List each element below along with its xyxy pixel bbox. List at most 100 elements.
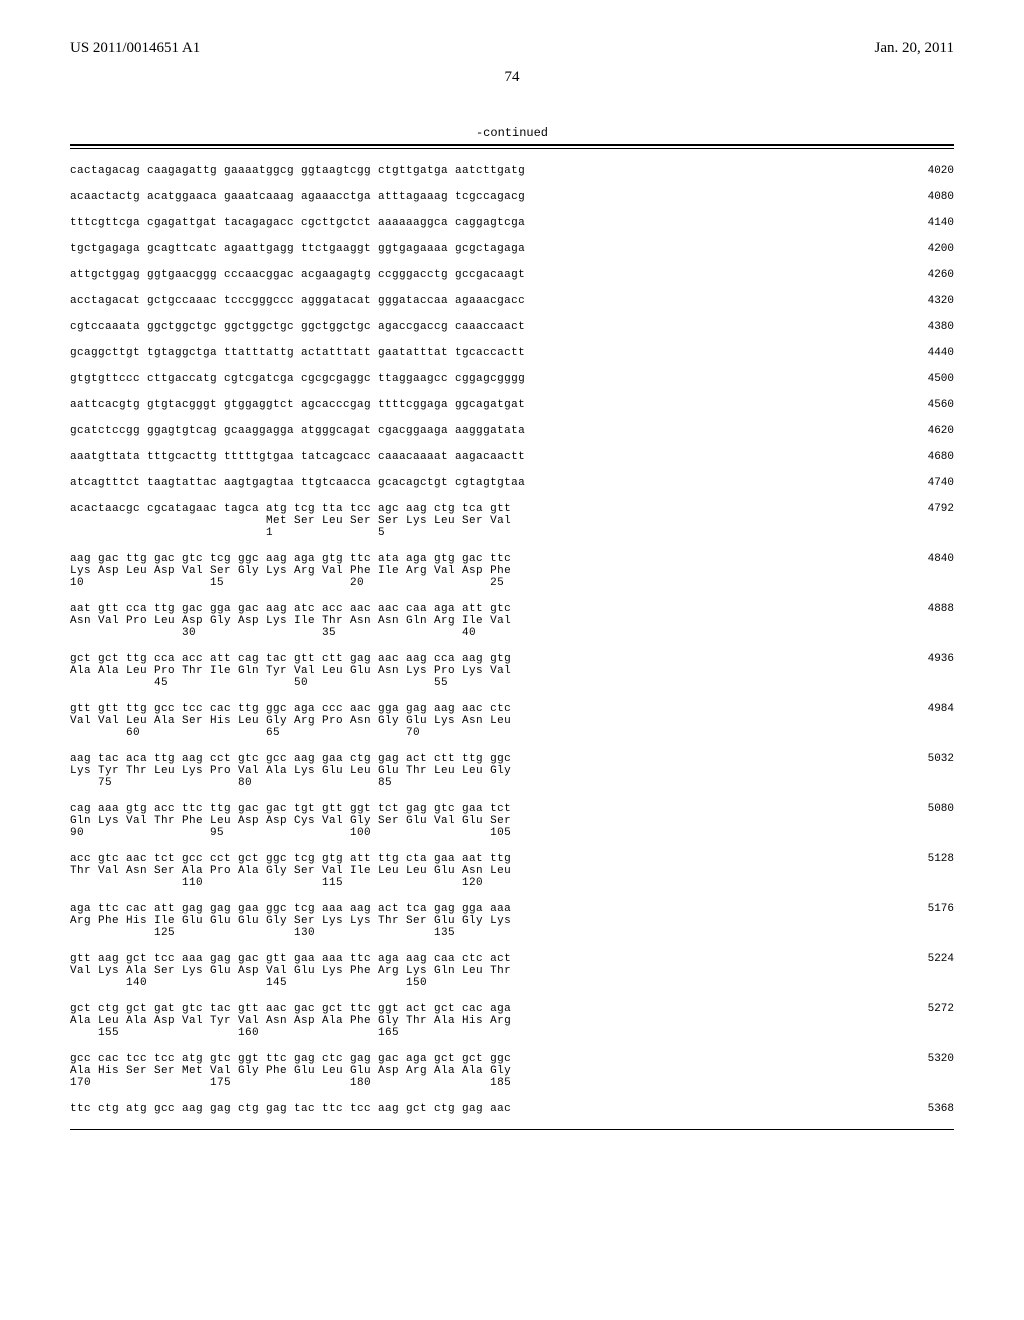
codon-line: acc gtc aac tct gcc cct gct ggc tcg gtg … xyxy=(70,853,511,865)
sequence-position: 4380 xyxy=(904,321,954,333)
sequence-annotated-block: aga ttc cac att gag gag gaa ggc tcg aaa … xyxy=(70,903,954,939)
sequence-text: gcaggcttgt tgtaggctga ttatttattg actattt… xyxy=(70,347,525,359)
continued-label: -continued xyxy=(70,126,954,140)
sequence-text: attgctggag ggtgaacggg cccaacggac acgaaga… xyxy=(70,269,525,281)
sequence-position: 4200 xyxy=(904,243,954,255)
sequence-annotated-block: cag aaa gtg acc ttc ttg gac gac tgt gtt … xyxy=(70,803,954,839)
sequence-row: acaactactg acatggaaca gaaatcaaag agaaacc… xyxy=(70,191,954,203)
codon-line: aga ttc cac att gag gag gaa ggc tcg aaa … xyxy=(70,903,511,915)
page-header: US 2011/0014651 A1 Jan. 20, 2011 xyxy=(70,40,954,57)
rule-thin xyxy=(70,148,954,149)
codon-line: aag tac aca ttg aag cct gtc gcc aag gaa … xyxy=(70,753,511,765)
amino-acid-line: Lys Asp Leu Asp Val Ser Gly Lys Arg Val … xyxy=(70,565,511,577)
sequence-position: 5368 xyxy=(904,1103,954,1115)
codon-line: gtt aag gct tcc aaa gag gac gtt gaa aaa … xyxy=(70,953,511,965)
amino-acid-line: Ala Leu Ala Asp Val Tyr Val Asn Asp Ala … xyxy=(70,1015,511,1027)
sequence-text: cactagacag caagagattg gaaaatggcg ggtaagt… xyxy=(70,165,525,177)
sequence-text: gtgtgttccc cttgaccatg cgtcgatcga cgcgcga… xyxy=(70,373,525,385)
codon-line: gcc cac tcc tcc atg gtc ggt ttc gag ctc … xyxy=(70,1053,511,1065)
sequence-text: aattcacgtg gtgtacgggt gtggaggtct agcaccc… xyxy=(70,399,525,411)
sequence-row: gcaggcttgt tgtaggctga ttatttattg actattt… xyxy=(70,347,954,359)
sequence-position: 5128 xyxy=(904,853,954,865)
sequence-simple-rows: cactagacag caagagattg gaaaatggcg ggtaagt… xyxy=(70,165,954,489)
sequence-annotated-block: gct gct ttg cca acc att cag tac gtt ctt … xyxy=(70,653,954,689)
sequence-position: 4680 xyxy=(904,451,954,463)
codon-line: gtt gtt ttg gcc tcc cac ttg ggc aga ccc … xyxy=(70,703,511,715)
sequence-row: gtgtgttccc cttgaccatg cgtcgatcga cgcgcga… xyxy=(70,373,954,385)
page-number: 74 xyxy=(70,69,954,86)
sequence-row: aaatgttata tttgcacttg tttttgtgaa tatcagc… xyxy=(70,451,954,463)
sequence-row: acctagacat gctgccaaac tcccgggccc agggata… xyxy=(70,295,954,307)
sequence-annotated-block: acc gtc aac tct gcc cct gct ggc tcg gtg … xyxy=(70,853,954,889)
sequence-row: aattcacgtg gtgtacgggt gtggaggtct agcaccc… xyxy=(70,399,954,411)
codon-line: cag aaa gtg acc ttc ttg gac gac tgt gtt … xyxy=(70,803,511,815)
sequence-row-last: ttc ctg atg gcc aag gag ctg gag tac ttc … xyxy=(70,1103,954,1115)
sequence-position: 4080 xyxy=(904,191,954,203)
sequence-position: 4500 xyxy=(904,373,954,385)
residue-number-line: 75 80 85 xyxy=(70,777,392,789)
sequence-annotated-block: acactaacgc cgcatagaac tagca atg tcg tta … xyxy=(70,503,954,539)
sequence-position: 4260 xyxy=(904,269,954,281)
sequence-position: 4888 xyxy=(904,603,954,615)
sequence-position: 5224 xyxy=(904,953,954,965)
sequence-annotated-block: aat gtt cca ttg gac gga gac aag atc acc … xyxy=(70,603,954,639)
publication-date: Jan. 20, 2011 xyxy=(875,40,954,57)
codon-line: gct ctg gct gat gtc tac gtt aac gac gct … xyxy=(70,1003,511,1015)
sequence-text: atcagtttct taagtattac aagtgagtaa ttgtcaa… xyxy=(70,477,525,489)
sequence-text: aaatgttata tttgcacttg tttttgtgaa tatcagc… xyxy=(70,451,525,463)
sequence-position: 4440 xyxy=(904,347,954,359)
sequence-position: 4020 xyxy=(904,165,954,177)
sequence-text: ttc ctg atg gcc aag gag ctg gag tac ttc … xyxy=(70,1103,511,1115)
sequence-row: atcagtttct taagtattac aagtgagtaa ttgtcaa… xyxy=(70,477,954,489)
amino-acid-line: Ala His Ser Ser Met Val Gly Phe Glu Leu … xyxy=(70,1065,511,1077)
residue-number-line: 155 160 165 xyxy=(70,1027,399,1039)
sequence-position: 4620 xyxy=(904,425,954,437)
rule-top xyxy=(70,144,954,146)
codon-line: gct gct ttg cca acc att cag tac gtt ctt … xyxy=(70,653,511,665)
residue-number-line: 30 35 40 xyxy=(70,627,476,639)
sequence-text: tttcgttcga cgagattgat tacagagacc cgcttgc… xyxy=(70,217,525,229)
sequence-row: tttcgttcga cgagattgat tacagagacc cgcttgc… xyxy=(70,217,954,229)
amino-acid-line: Arg Phe His Ile Glu Glu Glu Gly Ser Lys … xyxy=(70,915,511,927)
sequence-text: tgctgagaga gcagttcatc agaattgagg ttctgaa… xyxy=(70,243,525,255)
sequence-annotated-block: gct ctg gct gat gtc tac gtt aac gac gct … xyxy=(70,1003,954,1039)
sequence-row: tgctgagaga gcagttcatc agaattgagg ttctgaa… xyxy=(70,243,954,255)
sequence-position: 4984 xyxy=(904,703,954,715)
sequence-annotated-block: gcc cac tcc tcc atg gtc ggt ttc gag ctc … xyxy=(70,1053,954,1089)
sequence-position: 4792 xyxy=(904,503,954,515)
amino-acid-line: Lys Tyr Thr Leu Lys Pro Val Ala Lys Glu … xyxy=(70,765,511,777)
sequence-position: 4560 xyxy=(904,399,954,411)
amino-acid-line: Thr Val Asn Ser Ala Pro Ala Gly Ser Val … xyxy=(70,865,511,877)
sequence-position: 4840 xyxy=(904,553,954,565)
sequence-position: 5032 xyxy=(904,753,954,765)
amino-acid-line: Asn Val Pro Leu Asp Gly Asp Lys Ile Thr … xyxy=(70,615,511,627)
sequence-row: cactagacag caagagattg gaaaatggcg ggtaagt… xyxy=(70,165,954,177)
amino-acid-line: Met Ser Leu Ser Ser Lys Leu Ser Val xyxy=(70,515,511,527)
amino-acid-line: Gln Lys Val Thr Phe Leu Asp Asp Cys Val … xyxy=(70,815,511,827)
codon-line: acactaacgc cgcatagaac tagca atg tcg tta … xyxy=(70,503,511,515)
sequence-position: 4320 xyxy=(904,295,954,307)
amino-acid-line: Val Lys Ala Ser Lys Glu Asp Val Glu Lys … xyxy=(70,965,511,977)
patent-page: US 2011/0014651 A1 Jan. 20, 2011 74 -con… xyxy=(0,0,1024,1320)
sequence-text: cgtccaaata ggctggctgc ggctggctgc ggctggc… xyxy=(70,321,525,333)
residue-number-line: 90 95 100 105 xyxy=(70,827,511,839)
residue-number-line: 60 65 70 xyxy=(70,727,420,739)
sequence-position: 4936 xyxy=(904,653,954,665)
residue-number-line: 45 50 55 xyxy=(70,677,448,689)
sequence-text: acaactactg acatggaaca gaaatcaaag agaaacc… xyxy=(70,191,525,203)
residue-number-line: 1 5 xyxy=(70,527,385,539)
sequence-row: cgtccaaata ggctggctgc ggctggctgc ggctggc… xyxy=(70,321,954,333)
sequence-annotated-block: aag tac aca ttg aag cct gtc gcc aag gaa … xyxy=(70,753,954,789)
sequence-text: acctagacat gctgccaaac tcccgggccc agggata… xyxy=(70,295,525,307)
codon-line: aat gtt cca ttg gac gga gac aag atc acc … xyxy=(70,603,511,615)
residue-number-line: 170 175 180 185 xyxy=(70,1077,511,1089)
sequence-position: 5176 xyxy=(904,903,954,915)
residue-number-line: 10 15 20 25 xyxy=(70,577,504,589)
amino-acid-line: Ala Ala Leu Pro Thr Ile Gln Tyr Val Leu … xyxy=(70,665,511,677)
rule-bottom xyxy=(70,1129,954,1130)
sequence-text: gcatctccgg ggagtgtcag gcaaggagga atgggca… xyxy=(70,425,525,437)
sequence-position: 4740 xyxy=(904,477,954,489)
sequence-annotated-block: aag gac ttg gac gtc tcg ggc aag aga gtg … xyxy=(70,553,954,589)
publication-number: US 2011/0014651 A1 xyxy=(70,40,200,57)
residue-number-line: 140 145 150 xyxy=(70,977,427,989)
